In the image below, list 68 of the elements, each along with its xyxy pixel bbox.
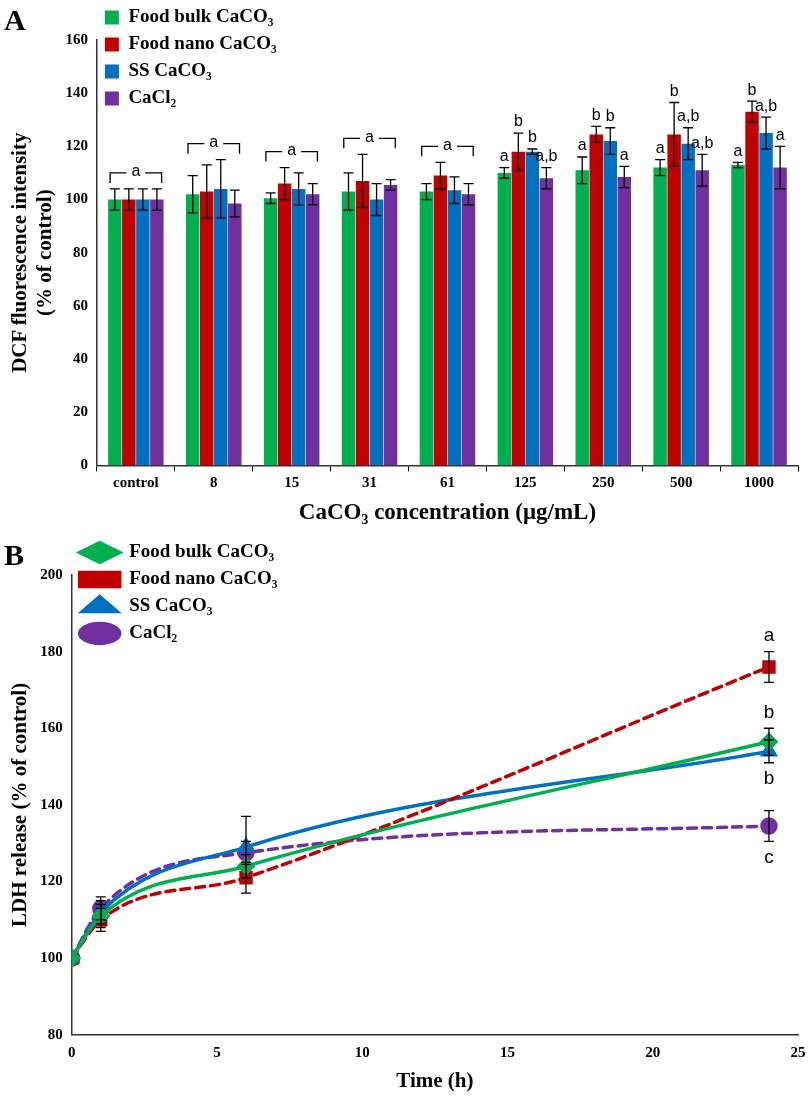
data-label: a (655, 139, 665, 157)
legend-label: Food bulk CaCO₃ (128, 5, 274, 27)
y-tick-label: 120 (40, 872, 63, 889)
x-tick-label: 8 (210, 474, 218, 491)
y-tick-label: 100 (65, 190, 88, 207)
data-label: a (499, 147, 509, 165)
y-tick-label: 140 (40, 795, 63, 812)
data-label: b (591, 105, 601, 123)
annotation: a (131, 162, 141, 180)
annotation: a (209, 133, 219, 151)
x-tick-label: control (113, 474, 159, 491)
x-tick-label: 15 (284, 474, 300, 491)
y-tick-label: 100 (40, 949, 63, 966)
y-tick-label: 60 (72, 296, 88, 313)
legend-label: SS CaCO₃ (129, 594, 213, 616)
legend-label: Food nano CaCO₃ (128, 32, 277, 54)
legend-label: CaCl₂ (128, 86, 177, 108)
x-tick-label: 15 (499, 1043, 515, 1060)
chart-title: A (4, 2, 26, 36)
y-tick-label: 0 (80, 456, 88, 473)
x-tick-label: 25 (790, 1043, 806, 1060)
y-tick-label: 80 (72, 243, 88, 260)
chart-title: B (4, 537, 25, 571)
data-label: b (763, 766, 775, 788)
legend-label: Food bulk CaCO₃ (129, 540, 275, 562)
data-label: b (669, 81, 679, 99)
data-label: b (513, 112, 523, 130)
legend-label: SS CaCO₃ (128, 59, 212, 81)
x-tick-label: 5 (213, 1043, 221, 1060)
x-tick-label: 31 (362, 474, 378, 491)
x-tick-label: 61 (439, 474, 455, 491)
y-tick-label: 80 (47, 1025, 63, 1042)
x-tick-label: 250 (592, 474, 615, 491)
data-label: b (605, 107, 615, 125)
data-label: c (764, 845, 774, 867)
annotation: a (287, 141, 297, 159)
data-label: b (527, 128, 537, 146)
y-tick-label: 20 (72, 403, 88, 420)
y-tick-label: 140 (65, 84, 88, 101)
x-tick-label: 125 (514, 474, 537, 491)
x-axis-title: CaCO₃ concentration (μg/mL) (298, 499, 597, 525)
y-tick-label: 40 (72, 349, 88, 366)
data-label: b (763, 700, 775, 722)
y-tick-label: 180 (40, 642, 63, 659)
x-tick-label: 10 (354, 1043, 370, 1060)
data-label: a (577, 136, 587, 154)
data-label: b (747, 80, 757, 98)
y-axis-title: DCF fluorescence intensity (% of control) (7, 132, 57, 373)
annotation: a (443, 135, 452, 153)
data-label: a (763, 623, 775, 645)
x-axis-title: Time (h) (396, 1067, 474, 1092)
x-tick-label: 500 (669, 474, 693, 491)
y-tick-label: 160 (40, 719, 63, 736)
x-tick-label: 1000 (744, 474, 775, 491)
y-tick-label: 160 (65, 30, 88, 47)
data-label: a (619, 145, 629, 163)
data-label: a (775, 125, 785, 143)
legend-label: CaCl₂ (129, 621, 178, 643)
data-label: a,b (754, 96, 778, 114)
legend-label: Food nano CaCO₃ (129, 567, 278, 589)
data-label: a,b (677, 107, 700, 125)
data-label: a,b (691, 133, 714, 151)
data-label: a (733, 141, 743, 159)
annotation: a (365, 127, 375, 145)
y-tick-label: 200 (40, 565, 63, 582)
y-axis-title: LDH release (% of control) (7, 682, 32, 927)
x-tick-label: 20 (645, 1043, 661, 1060)
y-tick-label: 120 (65, 137, 88, 154)
